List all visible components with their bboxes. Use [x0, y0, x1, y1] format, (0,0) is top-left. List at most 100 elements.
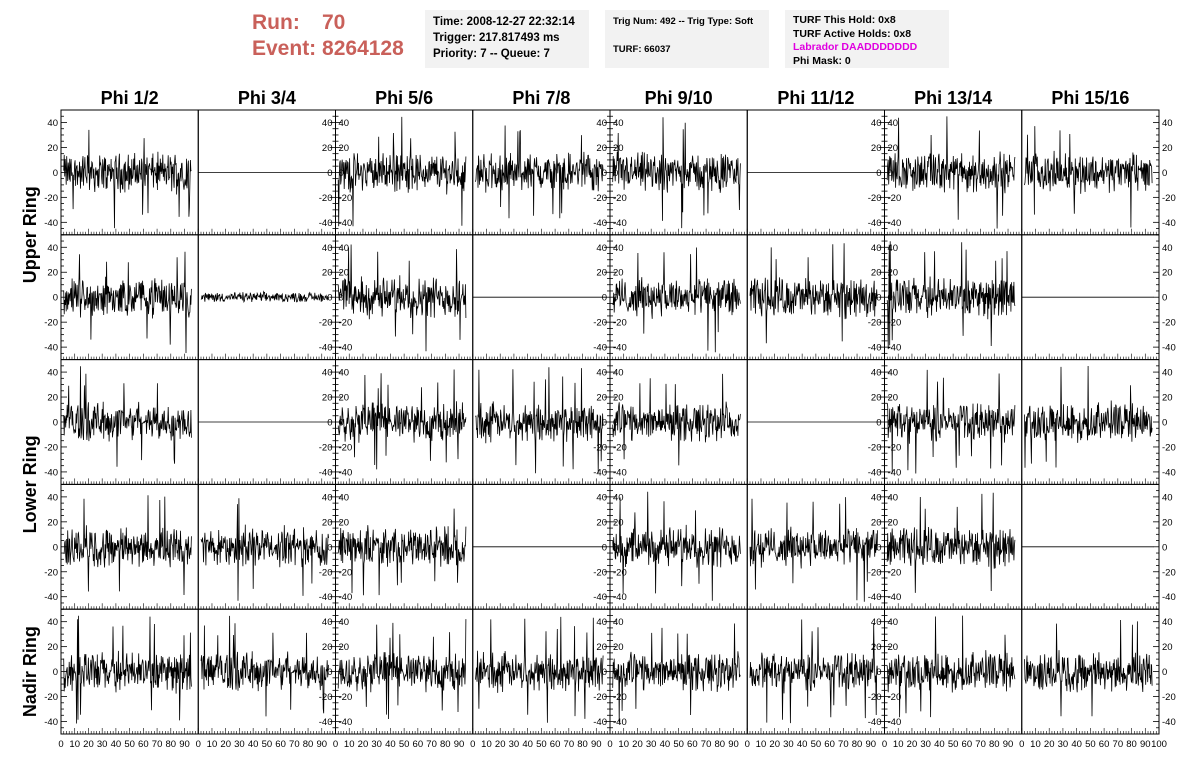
y-tick-label: 40 — [1162, 492, 1173, 503]
y-tick-label: 40 — [888, 243, 899, 254]
x-tick-label: 50 — [1085, 739, 1096, 750]
x-tick-label: 50 — [536, 739, 547, 750]
waveform-trace — [475, 616, 604, 723]
x-tick-label: 20 — [220, 739, 231, 750]
priority-line: Priority: 7 -- Queue: 7 — [433, 48, 550, 60]
x-tick-label: 10 — [893, 739, 904, 750]
waveform-trace — [749, 619, 878, 724]
y-tick-label: -40 — [339, 717, 353, 728]
x-tick-label: 80 — [852, 739, 863, 750]
waveform-panel: -40 -20 0 20 40 — [319, 234, 474, 361]
x-tick-label: 0 — [1019, 739, 1024, 750]
y-tick-label: -40 — [319, 592, 333, 603]
y-tick-label: 0 — [876, 667, 881, 678]
y-tick-label: -20 — [339, 193, 353, 204]
x-tick-label: 20 — [358, 739, 369, 750]
x-tick-label: 40 — [385, 739, 396, 750]
x-tick-label: 100 — [1151, 739, 1167, 750]
waveform-trace — [886, 116, 1016, 229]
y-tick-label: 40 — [871, 492, 882, 503]
column-title-phi: Phi 13/14 — [914, 88, 992, 108]
phi-mask-line: Phi Mask: 0 — [793, 54, 851, 67]
y-tick-label: 0 — [53, 667, 58, 678]
y-tick-label: 40 — [322, 368, 333, 379]
y-tick-label: 40 — [596, 368, 607, 379]
y-tick-label: -40 — [593, 467, 607, 478]
y-tick-label: -20 — [1162, 567, 1176, 578]
waveform-panel: -40 -20 0 20 40 — [197, 109, 353, 236]
y-tick-label: -20 — [613, 567, 627, 578]
y-tick-label: 0 — [1162, 418, 1167, 429]
y-tick-label: 20 — [322, 143, 333, 154]
x-tick-label: 90 — [728, 739, 739, 750]
y-tick-label: -40 — [593, 592, 607, 603]
y-tick-label: 0 — [602, 293, 607, 304]
y-tick-label: -20 — [1162, 692, 1176, 703]
y-tick-label: -40 — [339, 343, 353, 354]
y-tick-label: 20 — [596, 393, 607, 404]
y-tick-label: -40 — [339, 218, 353, 229]
y-tick-label: 20 — [47, 143, 58, 154]
y-tick-label: 20 — [322, 642, 333, 653]
y-tick-label: 0 — [53, 293, 58, 304]
y-tick-label: -40 — [613, 218, 627, 229]
y-tick-label: -40 — [44, 218, 58, 229]
run-event-header: Run: 70 Event: 8264128 — [252, 10, 422, 70]
trigger-info-box: Trig Num: 492 -- Trig Type: Soft TURF: 6… — [605, 10, 769, 68]
trig-num-line: Trig Num: 492 -- Trig Type: Soft — [613, 16, 754, 27]
x-tick-label: 30 — [783, 739, 794, 750]
y-tick-label: -20 — [888, 318, 902, 329]
waveform-panel: -40 -20 0 20 40 — [44, 234, 199, 361]
labrador-line: Labrador DAADDDDDDD — [793, 41, 918, 53]
waveform-trace — [612, 373, 741, 466]
y-tick-label: -40 — [1162, 717, 1176, 728]
x-tick-label: 20 — [769, 739, 780, 750]
y-tick-label: 40 — [1162, 368, 1173, 379]
y-tick-label: -40 — [1162, 467, 1176, 478]
y-tick-label: 40 — [888, 368, 899, 379]
event-value: 8264128 — [322, 37, 404, 60]
y-tick-label: 40 — [339, 617, 350, 628]
x-tick-label: 40 — [934, 739, 945, 750]
y-tick-label: -20 — [868, 692, 882, 703]
ring-label: Lower Ring — [20, 435, 40, 533]
waveform-trace — [612, 491, 741, 601]
x-tick-label: 50 — [673, 739, 684, 750]
y-tick-label: 20 — [322, 517, 333, 528]
turf-hold-line: TURF This Hold: 0x8 — [793, 14, 896, 26]
x-tick-label: 30 — [509, 739, 520, 750]
y-tick-label: -40 — [339, 467, 353, 478]
y-tick-label: 40 — [47, 492, 58, 503]
x-tick-label: 80 — [1126, 739, 1137, 750]
y-tick-label: 20 — [1162, 268, 1173, 279]
event-label: Event: — [252, 37, 317, 60]
y-tick-label: -20 — [319, 692, 333, 703]
y-tick-label: -20 — [593, 692, 607, 703]
y-tick-label: 0 — [876, 418, 881, 429]
y-tick-label: 0 — [602, 667, 607, 678]
y-tick-label: 20 — [339, 268, 350, 279]
y-tick-label: 20 — [888, 642, 899, 653]
x-tick-label: 90 — [1003, 739, 1014, 750]
y-tick-label: -20 — [888, 567, 902, 578]
y-tick-label: 0 — [53, 542, 58, 553]
ring-label: Upper Ring — [20, 186, 40, 283]
y-tick-label: 40 — [613, 368, 624, 379]
y-tick-label: -20 — [888, 193, 902, 204]
y-tick-label: -40 — [613, 717, 627, 728]
y-tick-label: -40 — [1162, 592, 1176, 603]
y-tick-label: 20 — [871, 143, 882, 154]
y-tick-label: -40 — [1162, 343, 1176, 354]
y-tick-label: -40 — [44, 717, 58, 728]
y-tick-label: 40 — [322, 617, 333, 628]
y-tick-label: -40 — [613, 467, 627, 478]
waveform-panel: -40 -20 0 20 40 — [44, 483, 199, 610]
x-tick-label: 0 — [745, 739, 750, 750]
x-tick-label: 90 — [316, 739, 327, 750]
waveform-trace — [63, 366, 192, 467]
y-tick-label: -20 — [44, 567, 58, 578]
y-tick-label: 40 — [47, 118, 58, 129]
x-tick-label: 0 — [882, 739, 887, 750]
